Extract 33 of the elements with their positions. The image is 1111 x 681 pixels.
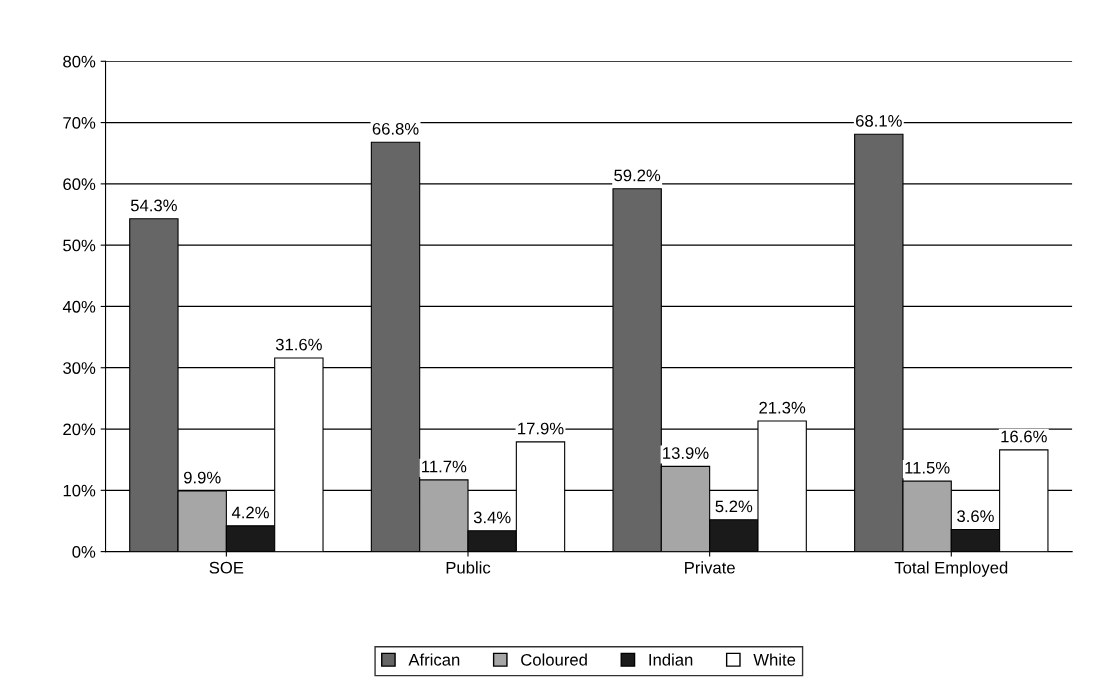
data-label: 11.7%: [422, 460, 467, 473]
data-label: 13.9%: [663, 447, 709, 459]
data-label: 59.2%: [614, 169, 661, 182]
data-label: 31.6%: [275, 338, 322, 351]
data-label: 5.2%: [715, 500, 753, 513]
data-label: 54.3%: [130, 199, 177, 212]
y-tick-label: 0%: [72, 546, 96, 558]
y-tick-label: 70%: [63, 116, 96, 129]
data-label: 66.8%: [372, 122, 419, 135]
x-tick-label: Private: [685, 561, 735, 574]
data-label: 4.2%: [231, 506, 269, 519]
y-tick-label: 10%: [63, 484, 96, 497]
data-label: 17.9%: [518, 422, 564, 435]
y-tick-label: 30%: [63, 362, 96, 374]
y-tick-label: 20%: [63, 423, 96, 436]
y-tick-label: 40%: [62, 300, 96, 313]
legend-label: African: [408, 653, 460, 666]
legend-label: Coloured: [521, 653, 587, 666]
y-tick-label: 60%: [63, 178, 96, 191]
data-label: 68.1%: [856, 114, 902, 127]
data-label: 9.9%: [183, 471, 221, 484]
data-label: 3.6%: [957, 510, 994, 523]
y-tick-label: 80%: [63, 55, 96, 68]
x-tick-label: SOE: [209, 561, 244, 574]
data-label: 21.3%: [759, 401, 806, 414]
x-tick-label: Public: [446, 561, 491, 574]
x-tick-label: Total Employed: [894, 561, 1008, 577]
data-label: 3.4%: [473, 511, 511, 524]
legend-label: Indian: [649, 653, 693, 666]
y-tick-label: 50%: [63, 239, 96, 252]
legend-label: White: [753, 653, 796, 666]
data-label: 16.6%: [1001, 430, 1047, 443]
data-label: 11.5%: [905, 461, 950, 474]
